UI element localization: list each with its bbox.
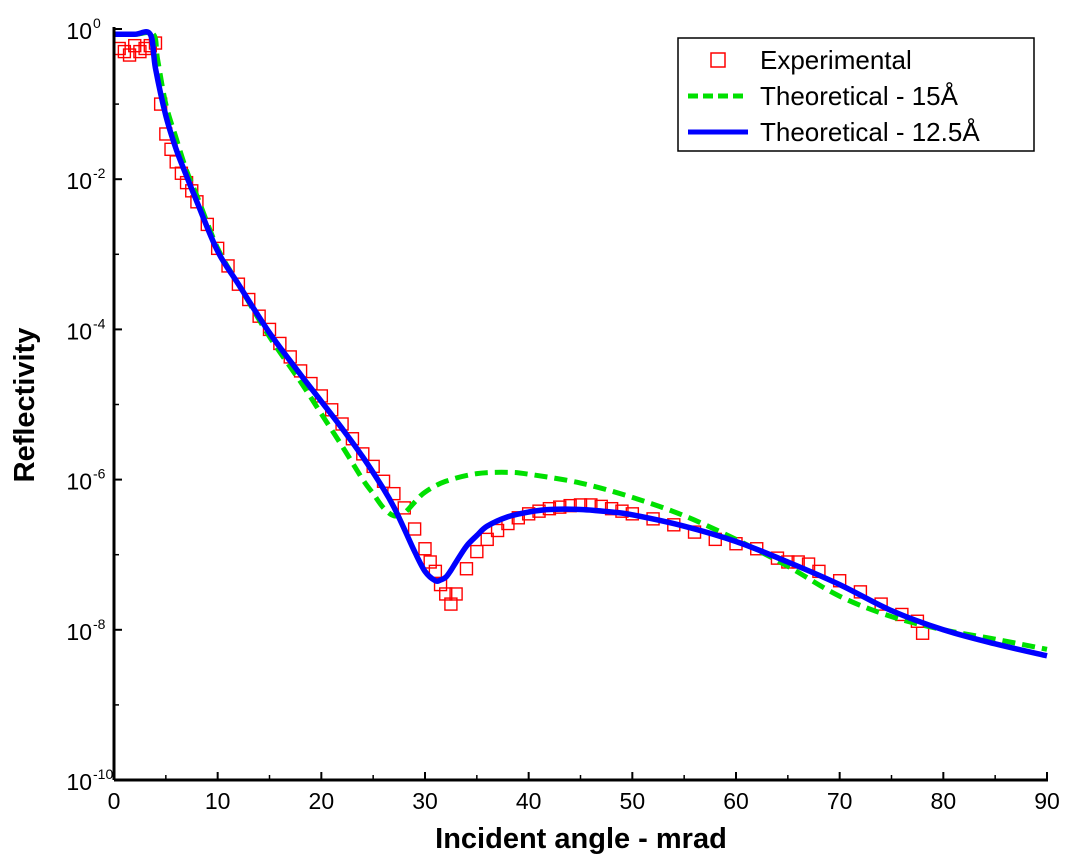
experimental-point: [428, 564, 443, 579]
y-tick-label: 10: [66, 619, 92, 645]
x-tick-label: 80: [931, 788, 957, 814]
x-tick-label: 30: [412, 788, 438, 814]
experimental-point: [915, 626, 930, 640]
experimental-point: [444, 597, 458, 611]
legend-label: Experimental: [760, 45, 912, 75]
x-tick-label: 90: [1034, 788, 1060, 814]
x-tick-label: 60: [723, 788, 749, 814]
y-tick-label: 10: [66, 469, 92, 495]
x-axis-title: Incident angle - mrad: [435, 823, 727, 855]
x-tick-label: 0: [108, 788, 121, 814]
y-tick-exponent: -10: [93, 766, 113, 782]
experimental-point: [480, 532, 494, 547]
x-tick-label: 20: [309, 788, 335, 814]
legend-label: Theoretical - 15Å: [760, 81, 959, 111]
experimental-point: [459, 562, 474, 576]
y-tick-exponent: -2: [93, 165, 106, 181]
plot-area: [114, 29, 1048, 659]
y-tick-exponent: 0: [93, 15, 101, 31]
experimental-point: [231, 277, 246, 291]
experimental-point: [449, 587, 463, 601]
experimental-point: [470, 544, 484, 559]
legend-marker-experimental: [710, 52, 726, 68]
experimental-point: [418, 542, 432, 556]
legend-label: Theoretical - 12.5Å: [760, 117, 980, 147]
axes: [112, 27, 1048, 782]
legend: Experimental Theoretical - 15Å Theoretical…: [677, 37, 1035, 152]
x-tick-label: 50: [620, 788, 646, 814]
experimental-point: [490, 523, 505, 538]
y-tick-exponent: -6: [93, 466, 106, 482]
y-tick-label: 10: [66, 769, 92, 795]
experimental-point: [423, 555, 437, 569]
x-tick-label: 40: [516, 788, 542, 814]
y-tick-label: 10: [66, 18, 92, 44]
experimental-point: [439, 587, 453, 601]
y-tick-exponent: -4: [93, 315, 106, 331]
experimental-point: [407, 522, 422, 536]
theoretical-12-5-line: [114, 29, 1048, 659]
y-axis-title: Reflectivity: [9, 328, 41, 483]
y-tick-label: 10: [66, 318, 92, 344]
x-tick-label: 70: [827, 788, 853, 814]
experimental-point: [122, 48, 137, 62]
y-tick-exponent: -8: [93, 616, 106, 632]
y-tick-label: 10: [66, 168, 92, 194]
x-tick-label: 10: [205, 788, 231, 814]
